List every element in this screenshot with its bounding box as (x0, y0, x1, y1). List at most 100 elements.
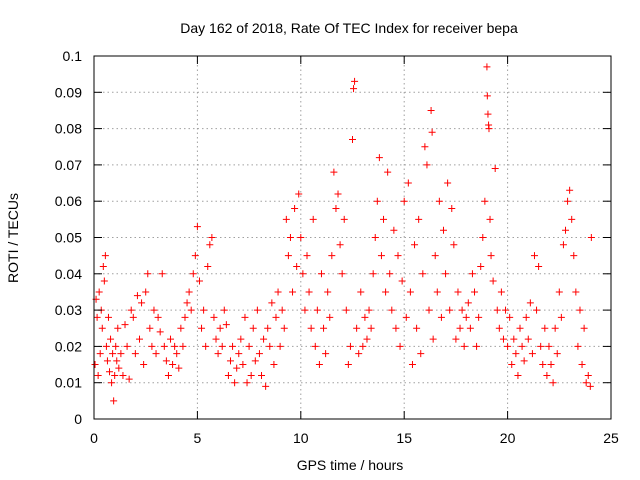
data-point (522, 313, 530, 321)
x-tick-label: 15 (396, 430, 412, 446)
data-point (353, 324, 361, 332)
data-point (133, 292, 141, 300)
data-point (171, 342, 179, 350)
data-point (307, 324, 315, 332)
data-point (481, 197, 489, 205)
data-point (301, 306, 309, 314)
data-point (229, 342, 237, 350)
data-point (210, 313, 218, 321)
data-point (243, 379, 251, 387)
data-point (297, 234, 305, 241)
x-tick-label: 0 (90, 430, 98, 446)
data-point (578, 361, 586, 369)
data-point (135, 335, 143, 343)
data-point (475, 313, 483, 321)
data-point (570, 252, 578, 260)
data-point (162, 357, 170, 365)
data-point (258, 371, 266, 379)
y-tick-label: 0.03 (55, 302, 82, 318)
data-point (338, 270, 346, 278)
data-point (212, 335, 220, 343)
data-point (541, 324, 549, 332)
data-point (284, 252, 292, 260)
data-point (247, 371, 255, 379)
data-point (214, 350, 222, 358)
data-point (553, 350, 561, 358)
data-point (332, 204, 340, 212)
data-point (402, 313, 410, 321)
data-point (520, 357, 528, 365)
data-point (471, 288, 479, 296)
data-point (448, 204, 456, 212)
data-point (138, 299, 146, 307)
data-point (357, 288, 365, 296)
data-point (286, 234, 294, 241)
data-point (371, 234, 379, 241)
data-point (382, 288, 390, 296)
data-point (119, 371, 127, 379)
data-point (417, 350, 425, 358)
data-point (309, 215, 317, 223)
data-point (334, 190, 342, 198)
data-point (249, 324, 257, 332)
data-point (489, 277, 497, 285)
data-point (574, 342, 582, 350)
data-point (315, 361, 323, 369)
x-axis-label: GPS time / hours (297, 457, 404, 473)
data-point (392, 324, 400, 332)
data-point (486, 215, 494, 223)
data-point (398, 277, 406, 285)
data-point (204, 263, 212, 271)
data-point (415, 215, 423, 223)
data-point (237, 335, 245, 343)
data-point (587, 234, 595, 241)
data-point (468, 270, 476, 278)
data-point (104, 313, 112, 321)
data-point (208, 234, 216, 241)
data-point (280, 324, 288, 332)
y-axis-label: ROTI / TECUs (5, 193, 21, 283)
data-point (564, 197, 572, 205)
data-point (202, 342, 210, 350)
data-point (303, 252, 311, 260)
data-point (268, 299, 276, 307)
data-point (224, 371, 232, 379)
data-point (433, 288, 441, 296)
data-point (576, 306, 584, 314)
data-point (253, 306, 261, 314)
data-point (404, 179, 412, 187)
data-point (483, 92, 491, 100)
data-point (311, 342, 319, 350)
data-point (198, 324, 206, 332)
data-point (191, 252, 199, 260)
data-point (152, 350, 160, 358)
data-point (566, 186, 574, 194)
data-point (562, 226, 570, 234)
data-point (245, 342, 253, 350)
data-point (154, 313, 162, 321)
y-tick-label: 0.09 (55, 84, 82, 100)
data-point (274, 288, 282, 296)
data-point (111, 371, 119, 379)
data-point (235, 350, 243, 358)
data-point (125, 375, 133, 383)
data-point (361, 313, 369, 321)
data-point (487, 252, 495, 260)
data-point (437, 313, 445, 321)
data-point (365, 306, 373, 314)
data-point (390, 226, 398, 234)
y-tick-label: 0 (74, 411, 82, 427)
data-point (384, 168, 392, 176)
data-point (114, 324, 122, 332)
data-point (328, 252, 336, 260)
data-point (386, 270, 394, 278)
data-point (388, 306, 396, 314)
data-point (336, 241, 344, 249)
data-point (439, 226, 447, 234)
data-point (351, 77, 359, 85)
data-point (226, 357, 234, 365)
data-point (276, 342, 284, 350)
data-point (123, 342, 131, 350)
data-point (231, 379, 239, 387)
data-point (173, 350, 181, 358)
